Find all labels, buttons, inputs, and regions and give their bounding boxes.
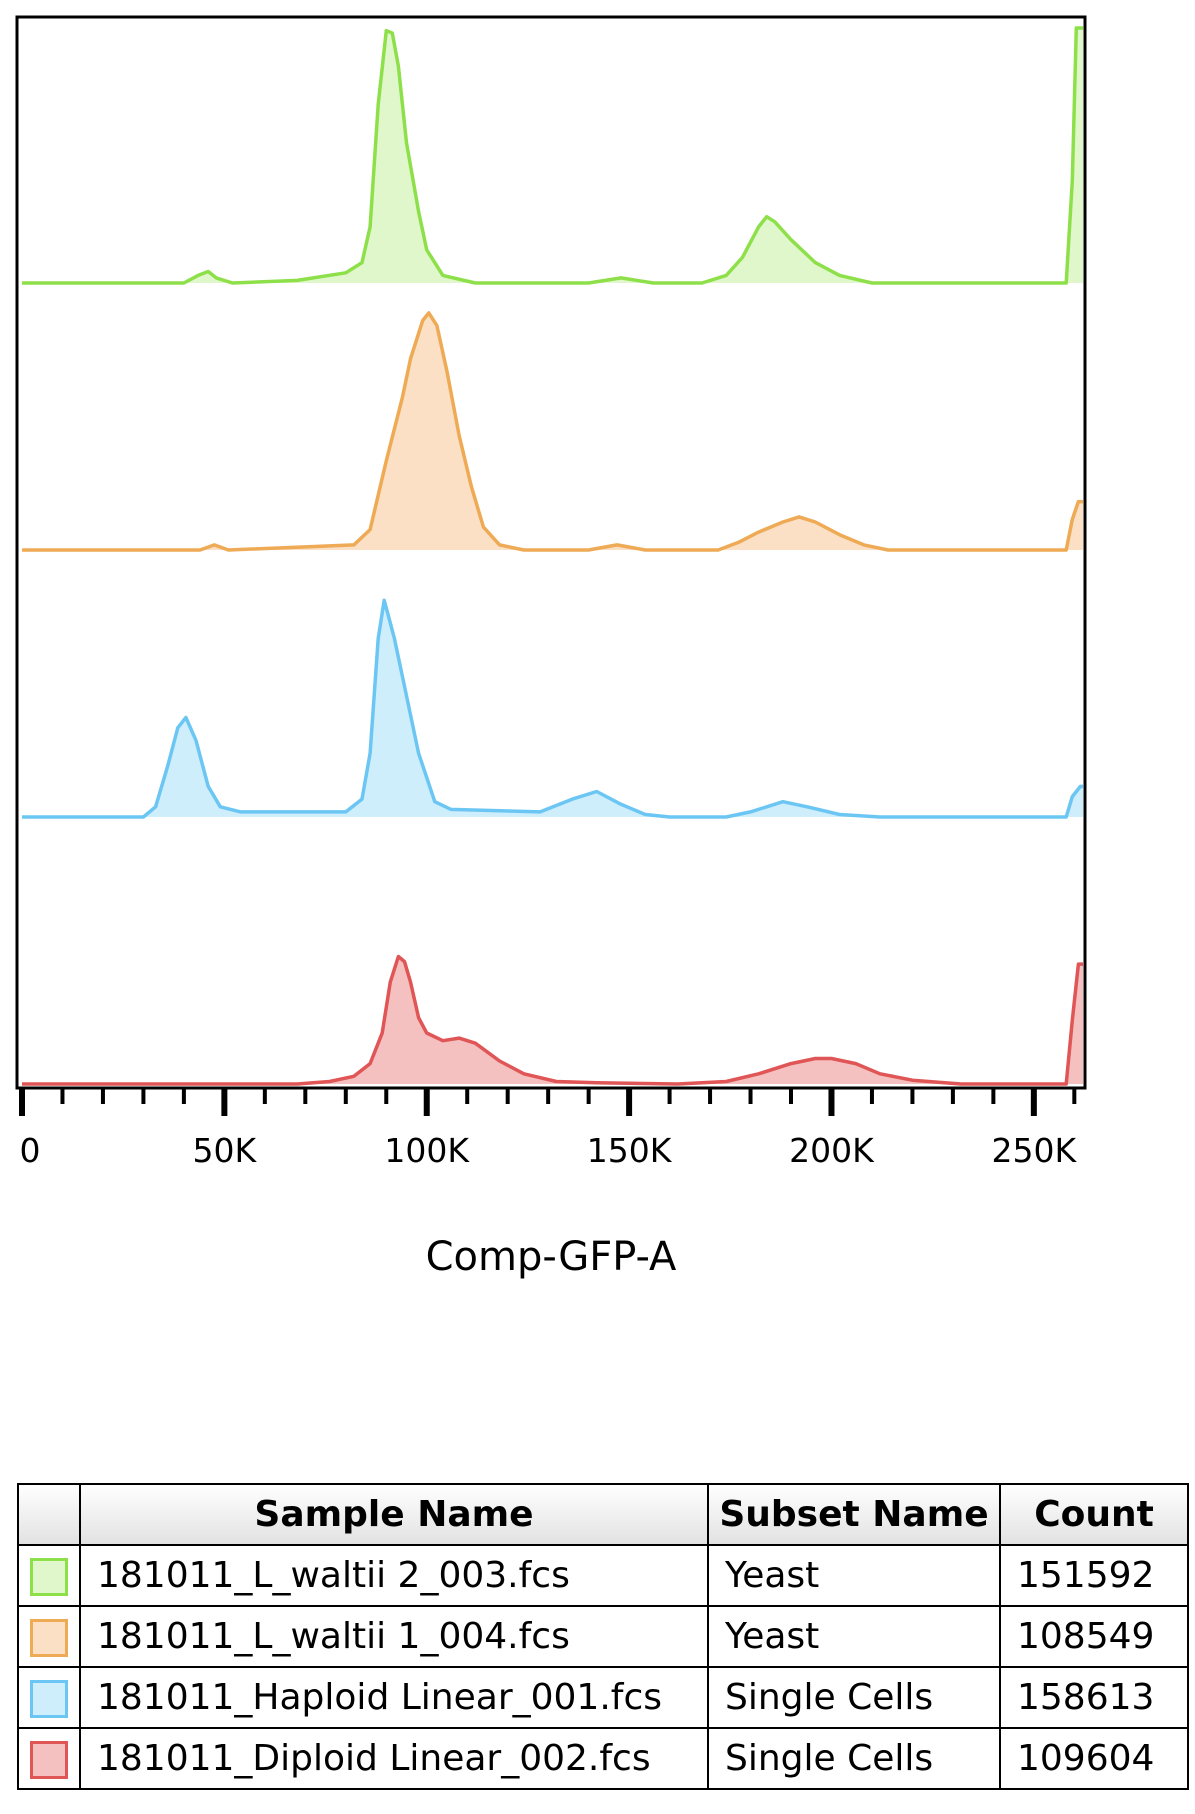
legend-sample-name: 181011_L_waltii 1_004.fcs [79, 1605, 709, 1668]
histogram-area-4 [22, 956, 1083, 1084]
legend-swatch [30, 1619, 68, 1657]
x-tick-label: 200K [789, 1131, 875, 1170]
histogram-area-2 [22, 312, 1083, 550]
x-tick-label: 250K [992, 1131, 1078, 1170]
histogram-line-3 [22, 598, 1083, 819]
x-axis: 0 50K 100K 150K 200K 250K [19, 1088, 1078, 1170]
histogram-series-4 [22, 954, 1083, 1086]
x-tick-label: 50K [193, 1131, 258, 1170]
legend-subset-name: Single Cells [707, 1727, 1001, 1790]
legend-swatch-cell [17, 1605, 81, 1668]
legend-row: 181011_L_waltii 2_003.fcs Yeast 151592 [17, 1544, 1189, 1607]
series-layer [22, 26, 1083, 1086]
legend-swatch [30, 1680, 68, 1718]
legend-subset-name: Single Cells [707, 1666, 1001, 1729]
legend-row: 181011_Diploid Linear_002.fcs Single Cell… [17, 1727, 1189, 1790]
legend-sample-name: 181011_Diploid Linear_002.fcs [79, 1727, 709, 1790]
histogram-chart: 0 50K 100K 150K 200K 250K Comp-GFP-A [15, 15, 1087, 1280]
legend-header-subset-name: Subset Name [707, 1483, 1001, 1546]
x-tick-label: 150K [587, 1131, 673, 1170]
legend-swatch [30, 1558, 68, 1596]
legend-count: 151592 [999, 1544, 1189, 1607]
legend-count: 158613 [999, 1666, 1189, 1729]
histogram-series-2 [22, 311, 1083, 552]
legend-row: 181011_L_waltii 1_004.fcs Yeast 108549 [17, 1605, 1189, 1668]
legend-swatch-cell [17, 1727, 81, 1790]
legend-swatch [30, 1741, 68, 1779]
legend-count: 109604 [999, 1727, 1189, 1790]
legend-swatch-cell [17, 1666, 81, 1729]
histogram-line-4 [22, 954, 1083, 1086]
histogram-series-1 [22, 26, 1083, 285]
legend-sample-name: 181011_Haploid Linear_001.fcs [79, 1666, 709, 1729]
legend-subset-name: Yeast [707, 1544, 1001, 1607]
legend-header-swatch [17, 1483, 81, 1546]
x-axis-title: Comp-GFP-A [426, 1234, 677, 1280]
legend-header-sample-name: Sample Name [79, 1483, 709, 1546]
legend-table: Sample Name Subset Name Count 181011_L_w… [17, 1483, 1189, 1790]
x-tick-label: 100K [384, 1131, 470, 1170]
legend-sample-name: 181011_L_waltii 2_003.fcs [79, 1544, 709, 1607]
legend-header-count: Count [999, 1483, 1189, 1546]
legend-subset-name: Yeast [707, 1605, 1001, 1668]
legend-header-row: Sample Name Subset Name Count [17, 1483, 1189, 1546]
legend-count: 108549 [999, 1605, 1189, 1668]
plot-frame [15, 15, 1087, 1090]
histogram-area-1 [22, 28, 1083, 283]
histogram-series-3 [22, 598, 1083, 819]
histogram-line-2 [22, 311, 1083, 552]
legend-swatch-cell [17, 1544, 81, 1607]
legend-row: 181011_Haploid Linear_001.fcs Single Cell… [17, 1666, 1189, 1729]
histogram-line-1 [22, 26, 1083, 285]
histogram-area-3 [22, 600, 1083, 817]
x-tick-label: 0 [20, 1131, 41, 1170]
